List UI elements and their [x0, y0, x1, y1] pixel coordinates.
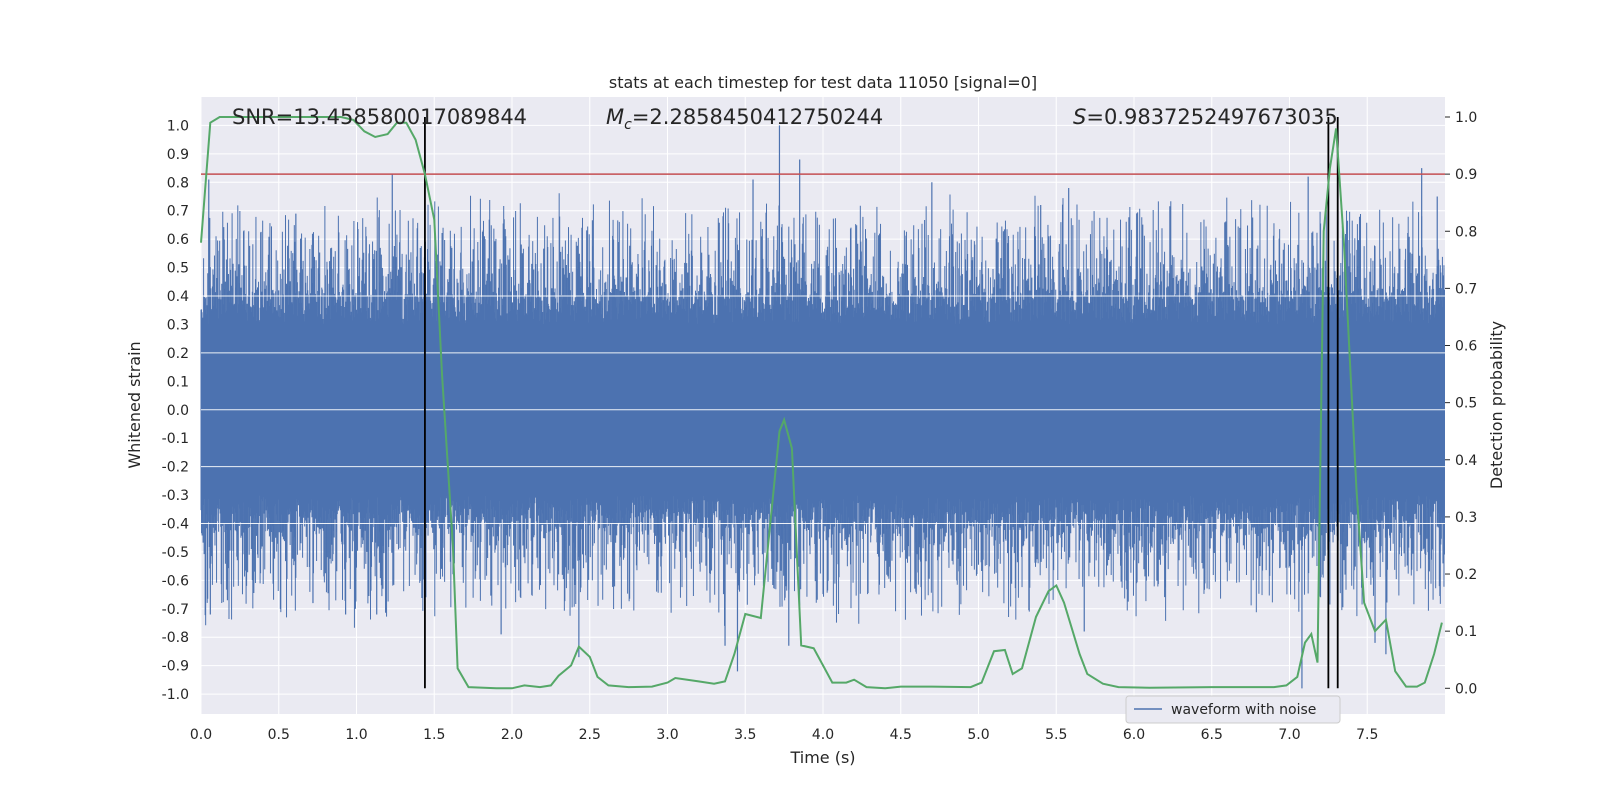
y-right-tick-label: 0.6 — [1455, 339, 1477, 355]
y-right-tick-label: 0.9 — [1455, 167, 1477, 183]
x-tick-label: 5.0 — [967, 727, 989, 743]
y-tick-label: -0.4 — [162, 516, 189, 532]
chart-title: stats at each timestep for test data 110… — [609, 73, 1037, 92]
y-right-tick-label: 0.7 — [1455, 281, 1477, 297]
y-right-tick-label: 0.4 — [1455, 453, 1477, 469]
x-tick-label: 7.0 — [1278, 727, 1300, 743]
x-tick-label: 5.5 — [1045, 727, 1067, 743]
x-tick-label: 6.5 — [1201, 727, 1223, 743]
y-right-tick-label: 0.3 — [1455, 510, 1477, 526]
y-tick-label: 0.6 — [167, 232, 189, 248]
probability-series — [200, 116, 1443, 690]
y-tick-label: 0.7 — [167, 204, 189, 220]
y-right-tick-labels: 1.0 0.9 0.8 0.7 0.6 0.5 0.4 0.3 0.2 0.1 0.0 — [1445, 110, 1477, 697]
y-tick-label: 0.5 — [167, 261, 189, 277]
x-tick-label: 1.5 — [423, 727, 445, 743]
y-right-tick-label: 0.5 — [1455, 396, 1477, 412]
x-tick-label: 0.5 — [268, 727, 290, 743]
y-tick-label: 0.3 — [167, 317, 189, 333]
x-tick-label: 4.5 — [890, 727, 912, 743]
x-tick-label: 2.5 — [579, 727, 601, 743]
y-right-tick-label: 0.1 — [1455, 624, 1477, 640]
s-value: =0.9837252497673035 — [1086, 105, 1337, 129]
y-tick-label: 0.4 — [167, 289, 189, 305]
y-tick-label: 0.2 — [167, 346, 189, 362]
y-tick-label: -0.6 — [162, 573, 189, 589]
y-tick-label: -0.5 — [162, 545, 189, 561]
mc-symbol: M — [606, 105, 624, 129]
y-tick-label: -0.9 — [162, 659, 189, 675]
y-tick-label: 0.0 — [167, 403, 189, 419]
y-axis-label: Whitened strain — [125, 341, 144, 468]
x-tick-label: 2.0 — [501, 727, 523, 743]
x-tick-label: 1.0 — [345, 727, 367, 743]
x-axis-label: Time (s) — [789, 748, 855, 767]
y-right-tick-label: 0.8 — [1455, 224, 1477, 240]
y-right-tick-label: 1.0 — [1455, 110, 1477, 126]
probability-line — [200, 116, 1443, 690]
mc-value: =2.2858450412750244 — [632, 105, 883, 129]
x-tick-label: 7.5 — [1356, 727, 1378, 743]
y-right-tick-label: 0.2 — [1455, 567, 1477, 583]
legend: waveform with noise — [1125, 695, 1341, 724]
y-tick-label: -0.3 — [162, 488, 189, 504]
legend-label: waveform with noise — [1171, 702, 1316, 718]
y-right-tick-label: 0.0 — [1455, 681, 1477, 697]
x-tick-label: 4.0 — [812, 727, 834, 743]
vertical-lines — [424, 116, 1339, 689]
x-tick-label: 3.5 — [734, 727, 756, 743]
mc-subscript: c — [624, 117, 632, 133]
x-tick-label: 0.0 — [190, 727, 212, 743]
y-tick-label: 0.9 — [167, 147, 189, 163]
y-tick-label: 0.1 — [167, 374, 189, 390]
snr-annotation: SNR=13.458580017089844 — [232, 105, 527, 129]
mc-annotation: Mc=2.2858450412750244 — [606, 105, 883, 133]
s-annotation: S=0.9837252497673035 — [1073, 105, 1338, 129]
x-tick-label: 3.0 — [656, 727, 678, 743]
y-right-axis-label: Detection probability — [1487, 321, 1506, 489]
x-tick-labels: 0.0 0.5 1.0 1.5 2.0 2.5 3.0 3.5 4.0 4.5 5.0 5.5 6.0 6… — [190, 727, 1379, 743]
y-tick-label: -0.8 — [162, 630, 189, 646]
legend-box — [1125, 695, 1341, 724]
y-tick-label: 1.0 — [167, 118, 189, 134]
y-tick-label: -0.2 — [162, 460, 189, 476]
y-tick-label: 0.8 — [167, 175, 189, 191]
x-tick-label: 6.0 — [1123, 727, 1145, 743]
y-tick-label: -0.1 — [162, 431, 189, 447]
y-tick-label: -0.7 — [162, 602, 189, 618]
y-tick-labels: 1.0 0.9 0.8 0.7 0.6 0.5 0.4 0.3 0.2 0.1 0.0 -0.1 -0.… — [162, 118, 189, 703]
s-symbol: S — [1073, 105, 1086, 129]
waveform-series — [200, 125, 1445, 689]
y-tick-label: -1.0 — [162, 687, 189, 703]
